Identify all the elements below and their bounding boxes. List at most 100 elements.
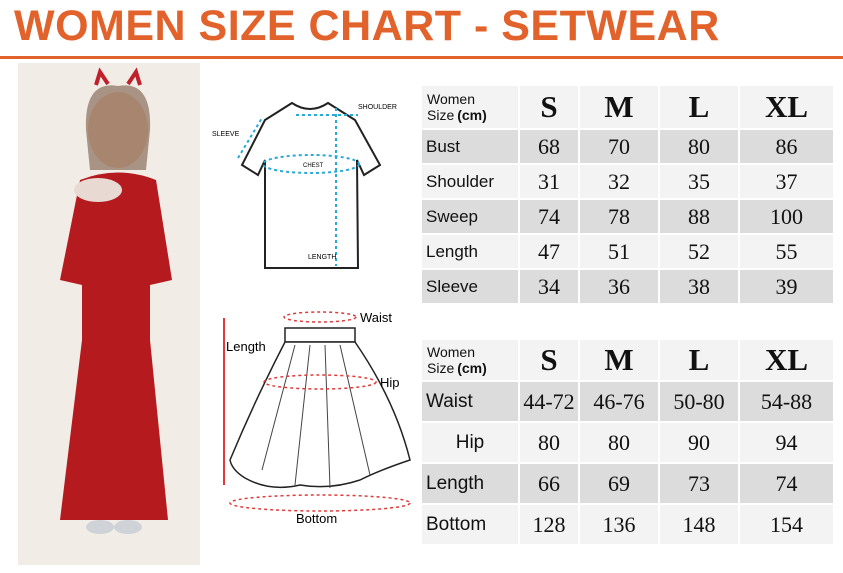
corner-text: Size [427, 360, 455, 376]
measurement: 38 [658, 268, 740, 305]
row-label: Sweep [420, 198, 520, 235]
row-label: Bust [420, 128, 520, 165]
skirt [229, 341, 411, 489]
shoe [114, 520, 142, 534]
size-header: M [578, 338, 660, 382]
measurement: 136 [578, 503, 660, 546]
measurement: 47 [518, 233, 580, 270]
measurement: 51 [578, 233, 660, 270]
measurement: 55 [738, 233, 835, 270]
measurement: 66 [518, 462, 580, 505]
shirt-label: SHOULDER [358, 104, 397, 111]
measure [237, 117, 263, 159]
corner-unit: (cm) [457, 107, 487, 123]
measurement: 39 [738, 268, 835, 305]
row-label: Waist [420, 380, 520, 423]
measurement: 100 [738, 198, 835, 235]
size-row: Sleeve 34 36 38 39 [420, 268, 835, 305]
shirt-label: CHEST [303, 163, 324, 169]
size-header: L [658, 338, 740, 382]
measurement: 88 [658, 198, 740, 235]
measure [229, 494, 411, 512]
measurement: 35 [658, 163, 740, 200]
measurement: 31 [518, 163, 580, 200]
size-row: Length 47 51 52 55 [420, 233, 835, 270]
corner-text: Women [427, 344, 475, 360]
skirt-label: Waist [360, 310, 392, 325]
hair [85, 85, 151, 170]
size-row: Waist 44-72 46-76 50-80 54-88 [420, 380, 835, 423]
size-table: Women Size (cm) S M L XL Waist 44-72 46-76 50-80 54… [420, 338, 835, 546]
measurement: 70 [578, 128, 660, 165]
measurement: 90 [658, 421, 740, 464]
measurement: 74 [518, 198, 580, 235]
header-row: Women Size (cm) S M L XL [420, 84, 835, 130]
shirt [240, 101, 382, 269]
skirt-label: Bottom [296, 511, 337, 526]
measurement: 37 [738, 163, 835, 200]
header-row: Women Size (cm) S M L XL [420, 338, 835, 382]
measurement: 80 [518, 421, 580, 464]
title-rule [0, 56, 843, 59]
measurement: 52 [658, 233, 740, 270]
row-label: Bottom [420, 503, 520, 546]
measurement: 46-76 [578, 380, 660, 423]
row-label: Sleeve [420, 268, 520, 305]
headband [94, 67, 142, 86]
skirt-label: Length [226, 339, 266, 354]
measurement: 80 [578, 421, 660, 464]
size-row: Sweep 74 78 88 100 [420, 198, 835, 235]
corner-cell: Women Size (cm) [420, 84, 520, 130]
corner-cell: Women Size (cm) [420, 338, 520, 382]
shoe [86, 520, 114, 534]
measurement: 80 [658, 128, 740, 165]
row-label: Hip [420, 421, 520, 464]
measurement: 73 [658, 462, 740, 505]
size-table: Women Size (cm) S M L XL Bust 68 70 80 86 Shoulder 31… [420, 84, 835, 305]
size-header: S [518, 84, 580, 130]
size-row: Hip 80 80 90 94 [420, 421, 835, 464]
measure [283, 311, 357, 323]
corner-text: Women [427, 91, 475, 107]
measure [262, 154, 360, 174]
measurement: 36 [578, 268, 660, 305]
title: WOMEN SIZE CHART - SETWEAR [14, 2, 720, 50]
measurement: 50-80 [658, 380, 740, 423]
measurement: 148 [658, 503, 740, 546]
measurement: 154 [738, 503, 835, 546]
measurement: 32 [578, 163, 660, 200]
size-row: Bust 68 70 80 86 [420, 128, 835, 165]
measurement: 78 [578, 198, 660, 235]
row-label: Shoulder [420, 163, 520, 200]
corsage [74, 178, 122, 202]
measure [263, 374, 377, 390]
size-header: M [578, 84, 660, 130]
skirt-folds [261, 344, 371, 489]
size-header: L [658, 84, 740, 130]
size-row: Length 66 69 73 74 [420, 462, 835, 505]
measurement: 86 [738, 128, 835, 165]
size-header: S [518, 338, 580, 382]
measurement: 68 [518, 128, 580, 165]
measurement: 54-88 [738, 380, 835, 423]
dress [60, 172, 172, 520]
measurement: 69 [578, 462, 660, 505]
skirt-waistband [284, 327, 356, 343]
size-row: Bottom 128 136 148 154 [420, 503, 835, 546]
row-label: Length [420, 462, 520, 505]
size-row: Shoulder 31 32 35 37 [420, 163, 835, 200]
corner-text: Size [427, 107, 455, 123]
size-header: XL [738, 338, 835, 382]
measurement: 128 [518, 503, 580, 546]
measurement: 44-72 [518, 380, 580, 423]
shirt-label: LENGTH [308, 254, 336, 261]
size-header: XL [738, 84, 835, 130]
measurement: 74 [738, 462, 835, 505]
measurement: 34 [518, 268, 580, 305]
skirt-label: Hip [380, 375, 400, 390]
corner-unit: (cm) [457, 360, 487, 376]
row-label: Length [420, 233, 520, 270]
measurement: 94 [738, 421, 835, 464]
